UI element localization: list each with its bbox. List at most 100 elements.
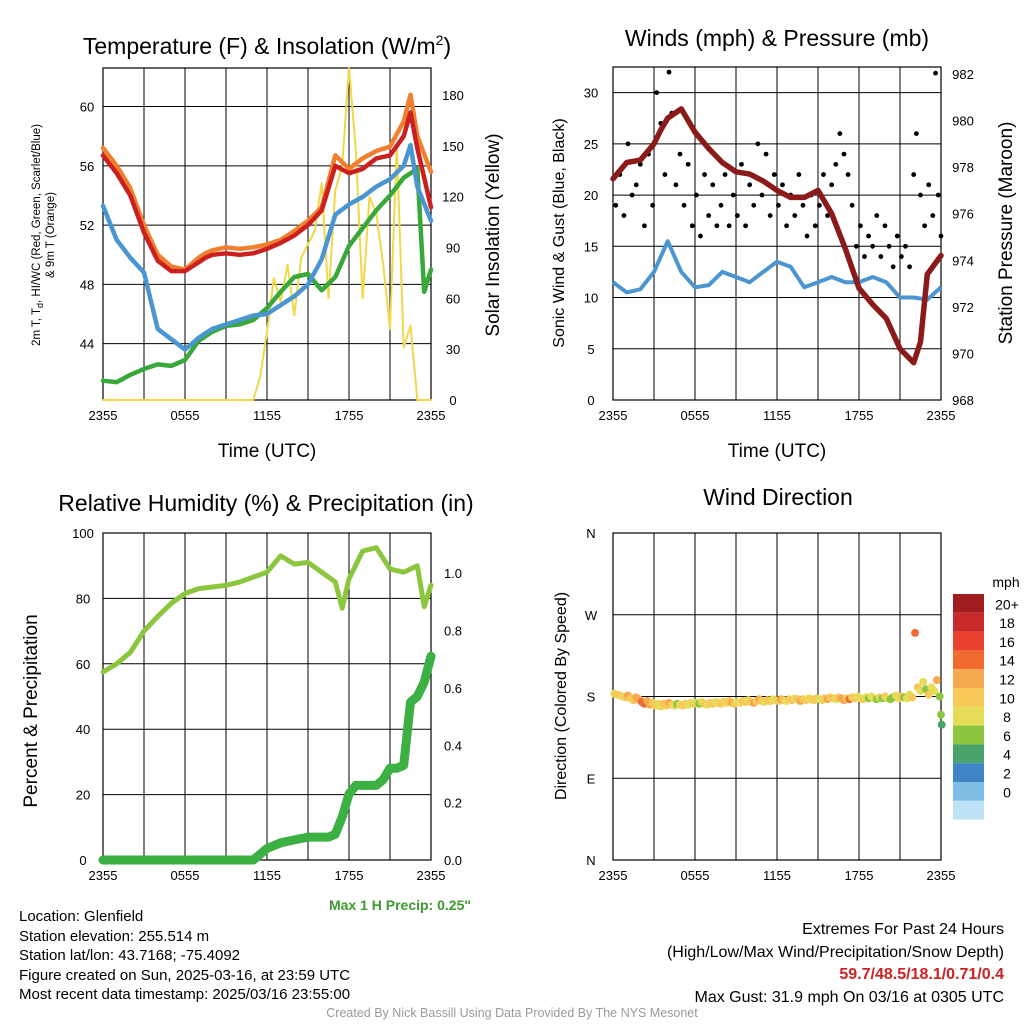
y2-tick-label: 0.2 (444, 796, 462, 811)
gust-point (796, 172, 802, 177)
gust-point (637, 161, 643, 167)
y-tick-label: 56 (80, 159, 94, 174)
y-tick-label: 20 (584, 188, 598, 203)
y-axis-label-line2: & 9m T (Orange) (45, 192, 57, 278)
legend-label: 18 (999, 615, 1015, 631)
y-tick-label: 5 (587, 342, 594, 357)
y2-tick-label: 0.6 (444, 681, 462, 696)
wind-direction-panel: 2355 0555 1155 1755 2355 N E S W N Wind Direction D… (553, 484, 1020, 883)
gust-point (903, 243, 908, 249)
x-tick-label: 1155 (253, 408, 281, 423)
gust-point (685, 161, 691, 167)
legend-label: 12 (999, 672, 1015, 688)
gust-point (821, 172, 826, 177)
y2-tick-label: 978 (952, 160, 974, 175)
y-tick-label: 25 (584, 137, 598, 152)
direction-point (932, 676, 941, 685)
legend-label: 14 (999, 653, 1015, 669)
gust-point (784, 223, 789, 229)
y2-axis-label: Station Pressure (Maroon) (996, 122, 1017, 345)
recent-data-text: Most recent data timestamp: 2025/03/16 2… (19, 986, 351, 1003)
y2-tick-label: 90 (446, 241, 460, 256)
station-info: Location: Glenfield Station elevation: 2… (19, 907, 350, 1005)
chart-title-superscript: 2 (436, 32, 444, 48)
direction-tick-label: N (586, 853, 595, 868)
y-tick-label: 30 (584, 86, 598, 101)
precipitation-line (98, 651, 436, 865)
created-text: Figure created on Sun, 2025-03-16, at 23… (19, 966, 351, 984)
gust-point (650, 202, 656, 208)
direction-point (908, 693, 917, 702)
gust-point (812, 223, 818, 229)
gust-point (890, 264, 896, 270)
gust-point (829, 182, 835, 188)
gust-point (677, 151, 683, 157)
chart-title-text: Temperature (F) & Insolation (W/m (83, 33, 436, 59)
y2-tick-label: 150 (442, 139, 464, 154)
gust-point (926, 182, 932, 188)
gust-point (681, 202, 687, 208)
gust-point (642, 223, 647, 229)
extremes-heading: Extremes For Past 24 Hours (802, 921, 1004, 938)
y2-tick-label: 0.4 (444, 738, 462, 753)
y-tick-label: 0 (587, 393, 594, 408)
gust-point (706, 213, 712, 218)
y2-tick-label: 980 (952, 114, 974, 129)
gust-point (730, 192, 736, 198)
gust-point (804, 233, 810, 239)
gust-point (938, 233, 944, 239)
y-axis-label-subscript: d (35, 303, 45, 308)
gust-point (743, 223, 748, 229)
x-tick-label: 1155 (763, 868, 791, 883)
legend-label: 6 (1003, 728, 1011, 744)
y2-tick-label: 974 (952, 253, 974, 268)
max-gust-text: Max Gust: 31.9 mph On 03/16 at 0305 UTC (694, 988, 1005, 1006)
gust-point (914, 131, 919, 137)
gust-point (702, 172, 707, 177)
gust-point (862, 254, 867, 259)
x-tick-label: 2355 (599, 408, 628, 423)
x-tick-label: 2355 (927, 868, 956, 883)
x-tick-label: 1755 (845, 408, 874, 423)
gust-point (710, 182, 716, 188)
direction-tick-label: S (587, 690, 596, 705)
y2-tick-label: 120 (442, 190, 464, 205)
direction-point (911, 628, 920, 637)
gust-point (633, 182, 639, 188)
gust-point (662, 172, 668, 177)
gust-point (771, 172, 777, 177)
gust-point (734, 213, 740, 218)
y-tick-label: 48 (80, 277, 94, 292)
x-tick-label: 0555 (681, 868, 710, 883)
gust-point (775, 202, 781, 208)
gust-point (613, 202, 619, 208)
winds-pressure-panel: 2355 0555 1155 1755 2355 0 5 10 15 20 25 30 968 970 97… (551, 25, 1017, 462)
x-tick-label: 2355 (89, 868, 118, 883)
x-tick-label: 2355 (927, 408, 956, 423)
y2-tick-label: 60 (446, 291, 460, 306)
humidity-precip-panel: 2355 0555 1155 1755 23550204060801000.00.20.… (21, 490, 474, 913)
gust-point (933, 70, 938, 76)
y-axis-label: Sonic Wind & Gust (Blue, Black) (551, 118, 568, 347)
chart-title: Relative Humidity (%) & Precipitation (i… (58, 490, 473, 516)
y-tick-label: 15 (584, 239, 598, 254)
gust-point (755, 141, 761, 147)
y2-tick-label: 968 (952, 393, 974, 408)
humidity-line (100, 545, 434, 675)
y-tick-label: 10 (584, 291, 598, 306)
gust-point (654, 90, 660, 96)
y-tick-label: 0 (79, 853, 86, 868)
temperature-series-line (102, 67, 432, 401)
y2-tick-label: 972 (952, 300, 974, 315)
y-tick-label: 52 (80, 218, 94, 233)
gust-point (935, 192, 941, 198)
gust-point (673, 182, 679, 188)
extremes-subheading: (High/Low/Max Wind/Precipitation/Snow De… (666, 943, 1004, 961)
x-tick-label: 1755 (845, 868, 874, 883)
gust-point (911, 172, 917, 177)
y-tick-label: 60 (80, 100, 94, 115)
legend-swatch (953, 782, 984, 801)
gust-point (689, 223, 695, 229)
chart-title: Temperature (F) & Insolation (W/m2) (83, 32, 451, 59)
